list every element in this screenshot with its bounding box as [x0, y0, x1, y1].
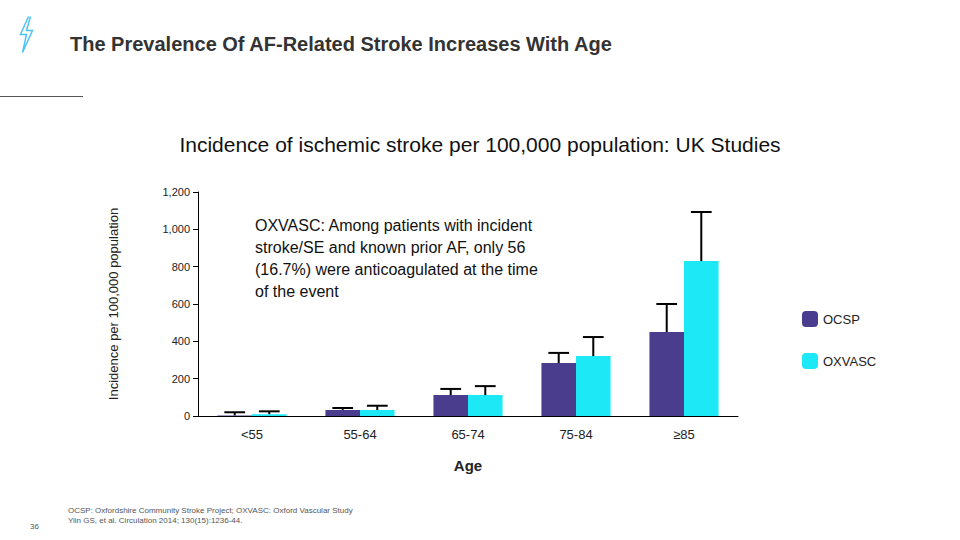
svg-text:stroke/SE and known prior AF,: stroke/SE and known prior AF, only 56: [255, 239, 530, 256]
svg-text:65-74: 65-74: [451, 427, 484, 442]
svg-text:of the event: of the event: [255, 283, 339, 300]
svg-text:55-64: 55-64: [343, 427, 376, 442]
svg-text:Incidence per 100,000 populati: Incidence per 100,000 population: [106, 208, 121, 400]
svg-text:Incidence of ischemic stroke p: Incidence of ischemic stroke per 100,000…: [179, 133, 780, 156]
svg-text:1,200: 1,200: [162, 186, 190, 198]
svg-text:36: 36: [30, 522, 39, 531]
svg-text:Age: Age: [454, 457, 482, 474]
svg-text:1,000: 1,000: [162, 223, 190, 235]
svg-text:200: 200: [172, 373, 190, 385]
svg-text:0: 0: [184, 410, 190, 422]
svg-text:OCSP: OCSP: [823, 312, 860, 327]
svg-text:OXVASC: Among patients with in: OXVASC: Among patients with incident: [255, 217, 537, 234]
svg-text:<55: <55: [241, 427, 263, 442]
svg-text:(16.7%) were anticoagulated at: (16.7%) were anticoagulated at the time: [255, 261, 542, 278]
svg-text:≥85: ≥85: [673, 427, 695, 442]
svg-text:600: 600: [172, 298, 190, 310]
svg-text:The Prevalence Of AF-Related S: The Prevalence Of AF-Related Stroke Incr…: [70, 33, 612, 55]
svg-text:OXVASC: OXVASC: [823, 354, 876, 369]
svg-text:OCSP: Oxfordshire Community St: OCSP: Oxfordshire Community Stroke Proje…: [68, 506, 353, 515]
svg-text:Yiin GS, et al. Circulation 20: Yiin GS, et al. Circulation 2014; 130(15…: [68, 516, 242, 525]
svg-text:800: 800: [172, 261, 190, 273]
svg-text:400: 400: [172, 335, 190, 347]
svg-text:75-84: 75-84: [559, 427, 592, 442]
